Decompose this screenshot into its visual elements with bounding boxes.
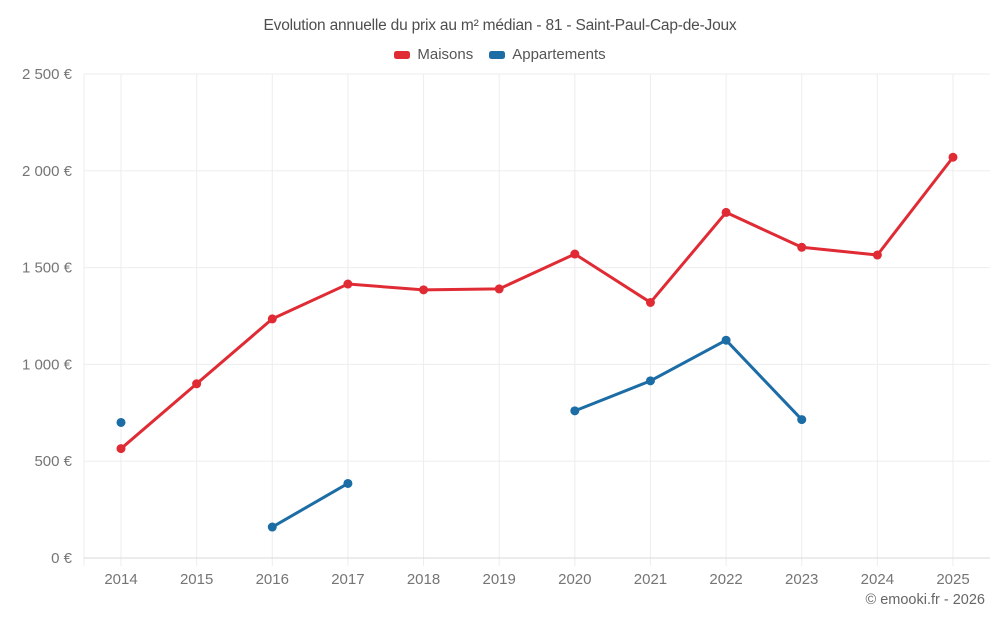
- svg-text:2022: 2022: [709, 571, 742, 588]
- svg-text:2015: 2015: [180, 571, 213, 588]
- maisons-series-swatch-icon: [394, 50, 411, 59]
- maisons-point-2016[interactable]: [267, 314, 277, 324]
- maisons-point-2017[interactable]: [343, 279, 353, 289]
- maisons-point-2023[interactable]: [797, 242, 807, 252]
- svg-text:2014: 2014: [104, 571, 137, 588]
- y-axis-labels: 0 € 500 € 1 000 € 1 500 € 2 000 € 2 500 €: [22, 66, 73, 567]
- chart-title: Evolution annuelle du prix au m² médian …: [263, 17, 737, 34]
- svg-text:2016: 2016: [256, 571, 289, 588]
- maisons-point-2022[interactable]: [721, 207, 731, 217]
- svg-text:1 000 €: 1 000 €: [22, 356, 73, 373]
- horizontal-gridlines: [84, 73, 990, 559]
- series-appartements: [116, 335, 807, 532]
- vertical-gridlines: [83, 74, 954, 566]
- appartements-point-2016[interactable]: [267, 522, 277, 532]
- maisons-point-2018[interactable]: [419, 285, 429, 295]
- svg-text:2023: 2023: [785, 571, 818, 588]
- maisons-point-2024[interactable]: [872, 250, 882, 260]
- x-axis-labels: 2014 2015 2016 2017 2018 2019 2020 2021 2022 2023…: [104, 571, 969, 588]
- appartements-series-swatch-icon: [489, 50, 506, 59]
- svg-text:2021: 2021: [634, 571, 667, 588]
- svg-text:2018: 2018: [407, 571, 440, 588]
- appartements-point-2023[interactable]: [797, 415, 807, 425]
- svg-text:2 000 €: 2 000 €: [22, 163, 73, 180]
- chart-legend: Maisons Appartements: [0, 46, 1000, 63]
- legend-label-appartements: Appartements: [512, 46, 606, 63]
- svg-text:2017: 2017: [331, 571, 364, 588]
- maisons-point-2021[interactable]: [645, 297, 655, 307]
- svg-text:2 500 €: 2 500 €: [22, 66, 73, 83]
- appartements-point-2017[interactable]: [343, 478, 353, 488]
- maisons-point-2020[interactable]: [570, 249, 580, 259]
- appartements-point-2021[interactable]: [645, 376, 655, 386]
- appartements-point-2020[interactable]: [570, 406, 580, 416]
- copyright-footer: © emooki.fr - 2026: [865, 592, 985, 608]
- svg-text:2019: 2019: [482, 571, 515, 588]
- svg-text:0 €: 0 €: [51, 550, 73, 567]
- series-maisons: [116, 152, 958, 454]
- svg-text:500 €: 500 €: [34, 453, 72, 470]
- appartements-point-2022[interactable]: [721, 335, 731, 345]
- legend-item-maisons[interactable]: Maisons: [394, 46, 473, 63]
- legend-item-appartements[interactable]: Appartements: [489, 46, 606, 63]
- appartements-point-2014[interactable]: [116, 417, 126, 427]
- legend-label-maisons: Maisons: [417, 46, 474, 63]
- svg-text:2024: 2024: [861, 571, 894, 588]
- maisons-point-2019[interactable]: [494, 284, 504, 294]
- maisons-point-2015[interactable]: [192, 379, 202, 389]
- svg-text:2025: 2025: [936, 571, 969, 588]
- maisons-point-2014[interactable]: [116, 444, 126, 454]
- svg-text:2020: 2020: [558, 571, 591, 588]
- maisons-point-2025[interactable]: [948, 152, 958, 162]
- svg-text:1 500 €: 1 500 €: [22, 260, 73, 277]
